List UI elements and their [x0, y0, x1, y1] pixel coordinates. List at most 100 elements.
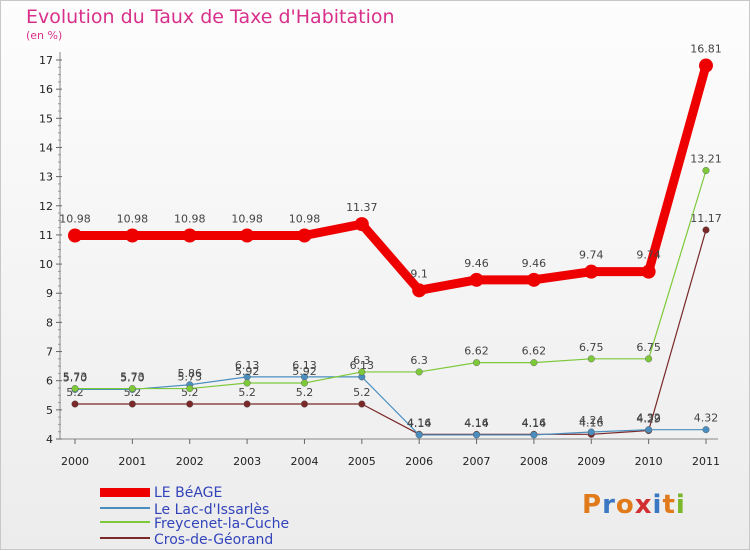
data-label: 9.46 — [522, 257, 547, 270]
x-tick-label: 2004 — [290, 455, 318, 468]
logo-letter: o — [615, 490, 635, 520]
data-label: 5.2 — [238, 386, 256, 399]
y-tick-label: 8 — [46, 316, 53, 329]
data-label: 5.73 — [177, 371, 202, 384]
data-point — [186, 385, 194, 393]
legend-label: Freycenet-la-Cuche — [154, 516, 290, 532]
legend-swatch — [100, 521, 150, 523]
data-point — [354, 217, 369, 232]
data-label: 6.3 — [410, 354, 428, 367]
y-tick-label: 16 — [39, 83, 53, 96]
data-point — [702, 226, 710, 234]
data-label: 5.92 — [235, 365, 260, 378]
data-label: 6.3 — [353, 354, 371, 367]
legend-item-freycenet: Freycenet-la-Cuche — [100, 516, 400, 535]
data-label: 10.98 — [174, 213, 206, 226]
data-point — [243, 379, 251, 387]
data-label: 5.86 — [177, 367, 202, 380]
data-point — [645, 426, 653, 434]
data-point — [186, 400, 194, 408]
data-label: 10.98 — [59, 213, 91, 226]
x-tick-label: 2009 — [577, 455, 605, 468]
data-label: 4.29 — [636, 413, 661, 426]
data-point — [358, 368, 366, 376]
data-label: 6.62 — [522, 345, 547, 358]
data-point — [702, 426, 710, 434]
data-label: 10.98 — [289, 213, 321, 226]
data-label: 4.14 — [522, 417, 547, 430]
data-point — [68, 228, 82, 243]
data-label: 5.70 — [120, 371, 145, 384]
series-line — [75, 170, 707, 390]
data-label: 16.81 — [690, 43, 722, 56]
y-tick-label: 10 — [39, 258, 53, 271]
series-freycenet-la-cuche: 5.73 5.73 5.73 5.92 5.92 6.3 6.3 6.62 6.62 6.75 6.… — [63, 152, 722, 393]
y-tick-label: 7 — [46, 346, 53, 359]
data-label: 4.24 — [579, 414, 604, 427]
data-label: 9.74 — [579, 249, 604, 262]
chart-title: Evolution du Taux de Taxe d'Habitation — [26, 6, 395, 28]
logo-letter: i — [675, 490, 686, 520]
data-label: 4.14 — [464, 417, 489, 430]
data-label: 9.74 — [636, 249, 661, 262]
data-point — [473, 359, 481, 367]
data-point — [300, 400, 308, 408]
logo-letter: i — [652, 490, 663, 520]
data-label: 4.32 — [636, 412, 661, 425]
data-point — [584, 264, 599, 279]
data-label: 4.16 — [522, 416, 547, 429]
data-point — [182, 228, 197, 243]
data-point — [300, 379, 308, 387]
data-label: 9.46 — [464, 257, 489, 270]
logo-letter: r — [602, 490, 616, 520]
x-tick-label: 2003 — [233, 455, 261, 468]
y-tick-label: 12 — [39, 200, 53, 213]
proxiti-logo: Proxiti — [582, 490, 686, 520]
y-tick-label: 17 — [39, 54, 53, 67]
data-label: 4.16 — [579, 416, 604, 429]
series-line — [75, 376, 706, 436]
unit-label: (en %) — [26, 29, 63, 42]
data-point — [128, 400, 136, 408]
data-label: 4.14 — [407, 417, 432, 430]
data-label: 5.92 — [292, 365, 317, 378]
data-point — [71, 385, 79, 393]
data-point — [297, 228, 312, 243]
data-point — [526, 272, 541, 287]
x-tick-label: 2005 — [348, 455, 376, 468]
logo-letter: t — [662, 490, 676, 520]
x-tick-label: 2002 — [176, 455, 204, 468]
series-le-lac-d-issarl-s: 5.70 5.70 5.86 6.13 6.13 6.13 4.14 4.14 4.14 4.24… — [63, 359, 718, 439]
data-label: 5.2 — [296, 386, 314, 399]
legend-label: Cros-de-Géorand — [154, 532, 274, 548]
data-point — [128, 385, 136, 393]
x-tick-label: 2007 — [463, 455, 491, 468]
data-point — [243, 400, 251, 408]
data-point — [412, 283, 427, 298]
data-point — [240, 228, 255, 243]
data-point — [71, 400, 79, 408]
x-tick-label: 2006 — [405, 455, 433, 468]
legend-swatch — [100, 507, 150, 509]
data-point — [702, 166, 710, 174]
legend-item-le-beage: LE BéAGE — [100, 485, 400, 504]
x-tick-label: 2010 — [635, 455, 663, 468]
y-tick-label: 15 — [39, 112, 53, 125]
y-tick-label: 11 — [39, 229, 53, 242]
logo-letter: x — [634, 490, 653, 520]
data-label: 6.75 — [579, 341, 604, 354]
data-label: 5.73 — [63, 371, 88, 384]
data-point — [469, 272, 484, 287]
y-tick-label: 5 — [46, 404, 53, 417]
data-label: 6.62 — [464, 345, 489, 358]
series-le-b-age: 10.98 10.98 10.98 10.98 10.98 11.37 9.1 9.46 9.4… — [59, 43, 722, 298]
x-tick-label: 2008 — [520, 455, 548, 468]
data-label: 10.98 — [231, 213, 263, 226]
data-label: 11.37 — [346, 201, 378, 214]
data-point — [415, 368, 423, 376]
data-point — [699, 58, 713, 73]
legend-swatch — [100, 537, 150, 539]
legend-swatch — [100, 488, 150, 497]
x-tick-label: 2011 — [692, 455, 720, 468]
